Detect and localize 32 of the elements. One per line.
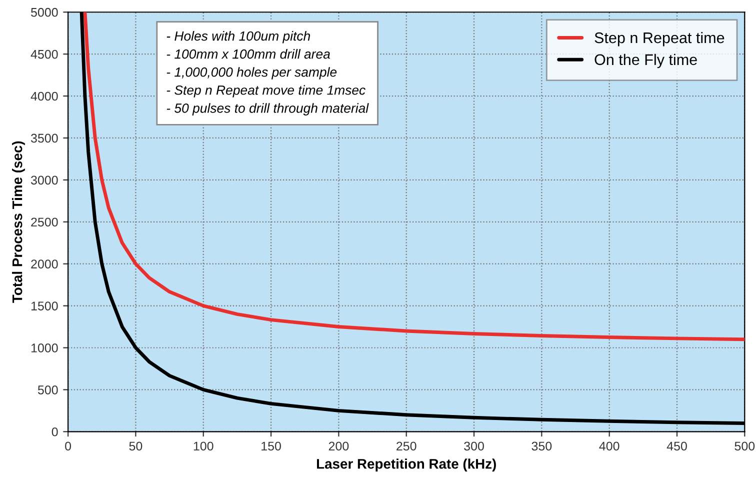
y-tick-label: 2500 bbox=[31, 218, 58, 227]
y-tick-label: 0 bbox=[52, 427, 58, 436]
x-tick-label: 150 bbox=[262, 442, 281, 451]
x-tick-label: 100 bbox=[194, 442, 214, 451]
x-tick-label: 500 bbox=[734, 442, 755, 451]
annotation: - 100mm x 100mm drill area bbox=[166, 49, 330, 59]
y-tick-label: 5000 bbox=[31, 8, 58, 17]
line-series bbox=[83, 12, 745, 342]
annotation: - 50 pulses to drill through material bbox=[166, 103, 369, 116]
x-tick-label: 200 bbox=[328, 442, 349, 451]
x-tick-label: 250 bbox=[396, 442, 416, 451]
legend-label: On the Fly time bbox=[594, 54, 697, 68]
x-axis-title: Laser Repetition Rate (kHz) bbox=[316, 458, 496, 472]
legend-label: Step n Repeat time bbox=[594, 32, 724, 46]
x-tick-label: 300 bbox=[464, 442, 484, 451]
x-tick-label: 450 bbox=[666, 442, 687, 451]
y-tick-label: 3000 bbox=[30, 176, 58, 185]
y-tick-label: 1500 bbox=[31, 302, 58, 310]
annotation: - Holes with 100um pitch bbox=[166, 31, 310, 44]
y-tick-label: 1000 bbox=[31, 344, 58, 352]
y-tick-label: 4000 bbox=[30, 92, 58, 101]
annotation: - 1,000,000 holes per sample bbox=[166, 67, 337, 80]
x-tick-label: 350 bbox=[532, 442, 552, 451]
y-tick-label: 500 bbox=[38, 386, 58, 394]
y-tick-label: 2000 bbox=[31, 260, 58, 268]
y-axis-title: Total Process Time (sec) bbox=[12, 141, 25, 303]
annotation: - Step n Repeat move time 1msec bbox=[166, 85, 366, 98]
x-tick-label: 400 bbox=[599, 442, 620, 451]
x-tick-label: 0 bbox=[65, 442, 72, 451]
y-tick-label: 3500 bbox=[30, 134, 58, 143]
y-tick-label: 4500 bbox=[30, 50, 58, 59]
x-tick-label: 50 bbox=[129, 442, 142, 451]
